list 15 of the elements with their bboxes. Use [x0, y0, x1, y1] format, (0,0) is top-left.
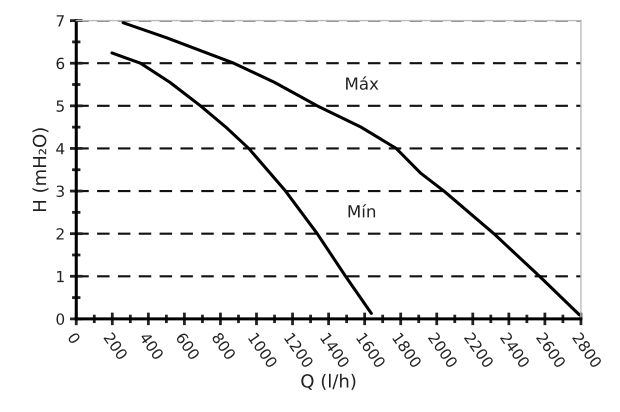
x-axis-title: Q (l/h) — [301, 374, 356, 390]
x-tick-label: 600 — [175, 332, 200, 361]
x-tick-label: 0 — [67, 332, 82, 345]
y-tick-label: 2 — [56, 228, 64, 240]
y-tick-label: 0 — [56, 313, 64, 325]
y-tick-label: 7 — [56, 15, 64, 26]
text: Mín — [348, 204, 376, 218]
y-tick-label: 3 — [56, 186, 64, 198]
y-axis-title: H (mH₂O) — [32, 128, 48, 211]
y-tick-label: 4 — [56, 143, 64, 154]
y-tick-label: 6 — [56, 58, 64, 70]
series-label: Máx — [346, 76, 378, 90]
y-tick-label: 1 — [57, 270, 64, 282]
x-tick-label: 400 — [139, 331, 164, 361]
y-tick-label: 5 — [56, 100, 64, 112]
